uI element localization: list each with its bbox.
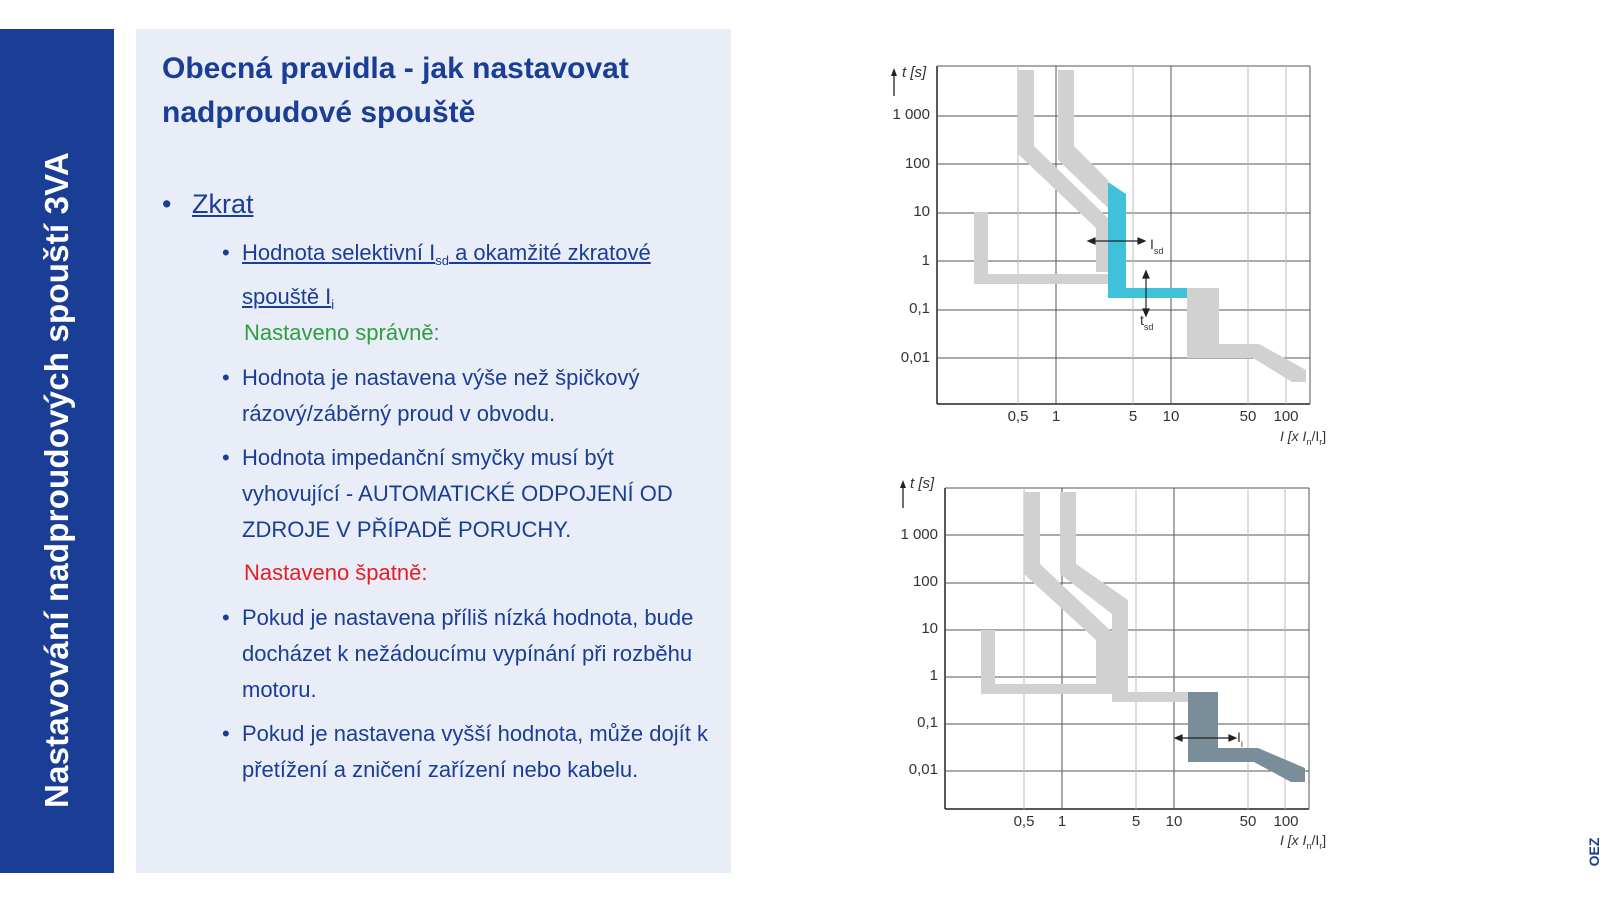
- bottom-ytick-0-1: 0,1: [917, 714, 938, 731]
- bottom-xtick-1: 1: [1057, 813, 1067, 830]
- isd-label: Isd: [1150, 236, 1163, 256]
- bottom-xtick-100: 100: [1273, 813, 1299, 830]
- bottom-xtick-10: 10: [1165, 813, 1183, 830]
- correct-item-2: • Hodnota impedanční smyčky musí být vyh…: [222, 445, 673, 542]
- top-xtick-100: 100: [1273, 408, 1299, 425]
- top-ytick-100: 100: [904, 155, 930, 172]
- bullet-dot: •: [222, 240, 230, 265]
- side-title: Nastavování nadproudových spouští 3VA: [38, 152, 75, 808]
- top-ytick-10: 10: [913, 203, 930, 220]
- side-band: Nastavování nadproudových spouští 3VA: [0, 29, 114, 873]
- bottom-x-label: I [x In/Ir]: [1280, 832, 1327, 851]
- top-ytick-0-1: 0,1: [909, 300, 930, 317]
- bottom-ytick-0-01: 0,01: [908, 761, 938, 778]
- top-xtick-1: 1: [1051, 408, 1061, 425]
- setting-item: • Hodnota selektivní Isd a okamžité zkra…: [222, 235, 712, 323]
- bullet-zkrat: • Zkrat: [162, 189, 254, 220]
- correct-label: Nastaveno správně:: [244, 320, 440, 345]
- top-ytick-1: 1: [921, 252, 930, 269]
- isd-tsd-highlight: [1108, 182, 1187, 298]
- bottom-xtick-50: 50: [1239, 813, 1257, 830]
- bottom-y-label: t [s]: [910, 475, 935, 492]
- page-title: Obecná pravidla - jak nastavovat nadprou…: [162, 52, 629, 129]
- oez-logo: OEZ: [1586, 837, 1600, 867]
- bottom-y-arrow: [900, 480, 906, 508]
- bottom-ytick-100: 100: [912, 573, 938, 590]
- top-xtick-0-5: 0,5: [1007, 408, 1029, 425]
- content-panel: Obecná pravidla - jak nastavovat nadprou…: [136, 29, 731, 873]
- top-xtick-5: 5: [1128, 408, 1138, 425]
- wrong-item-1: • Pokud je nastavena příliš nízká hodnot…: [222, 605, 694, 702]
- setting-link[interactable]: Hodnota selektivní Isd a okamžité zkrato…: [242, 240, 651, 312]
- bottom-ytick-1: 1: [929, 667, 938, 684]
- top-ytick-1000: 1 000: [892, 106, 930, 123]
- bottom-ytick-10: 10: [921, 620, 938, 637]
- top-xtick-10: 10: [1162, 408, 1180, 425]
- top-y-label: t [s]: [902, 64, 927, 81]
- wrong-item-2: • Pokud je nastavena vyšší hodnota, může…: [222, 721, 708, 782]
- trip-curve-top: Isd tsd: [936, 65, 1311, 405]
- ii-highlight: [1188, 692, 1305, 782]
- top-x-label: I [x In/Ir]: [1280, 428, 1327, 447]
- trip-curve-bottom: Ii: [944, 487, 1310, 810]
- top-ytick-0-01: 0,01: [900, 349, 930, 366]
- correct-item-1: • Hodnota je nastavena výše než špičkový…: [222, 365, 640, 426]
- bullet-dot: •: [162, 189, 172, 219]
- top-y-arrow: [891, 68, 897, 96]
- tsd-label: tsd: [1140, 312, 1153, 332]
- top-xtick-50: 50: [1239, 408, 1257, 425]
- bottom-xtick-0-5: 0,5: [1013, 813, 1035, 830]
- ii-label: Ii: [1237, 729, 1243, 749]
- bottom-xtick-5: 5: [1131, 813, 1141, 830]
- wrong-label: Nastaveno špatně:: [244, 560, 428, 585]
- bottom-ytick-1000: 1 000: [900, 526, 938, 543]
- zkrat-link[interactable]: Zkrat: [192, 189, 254, 219]
